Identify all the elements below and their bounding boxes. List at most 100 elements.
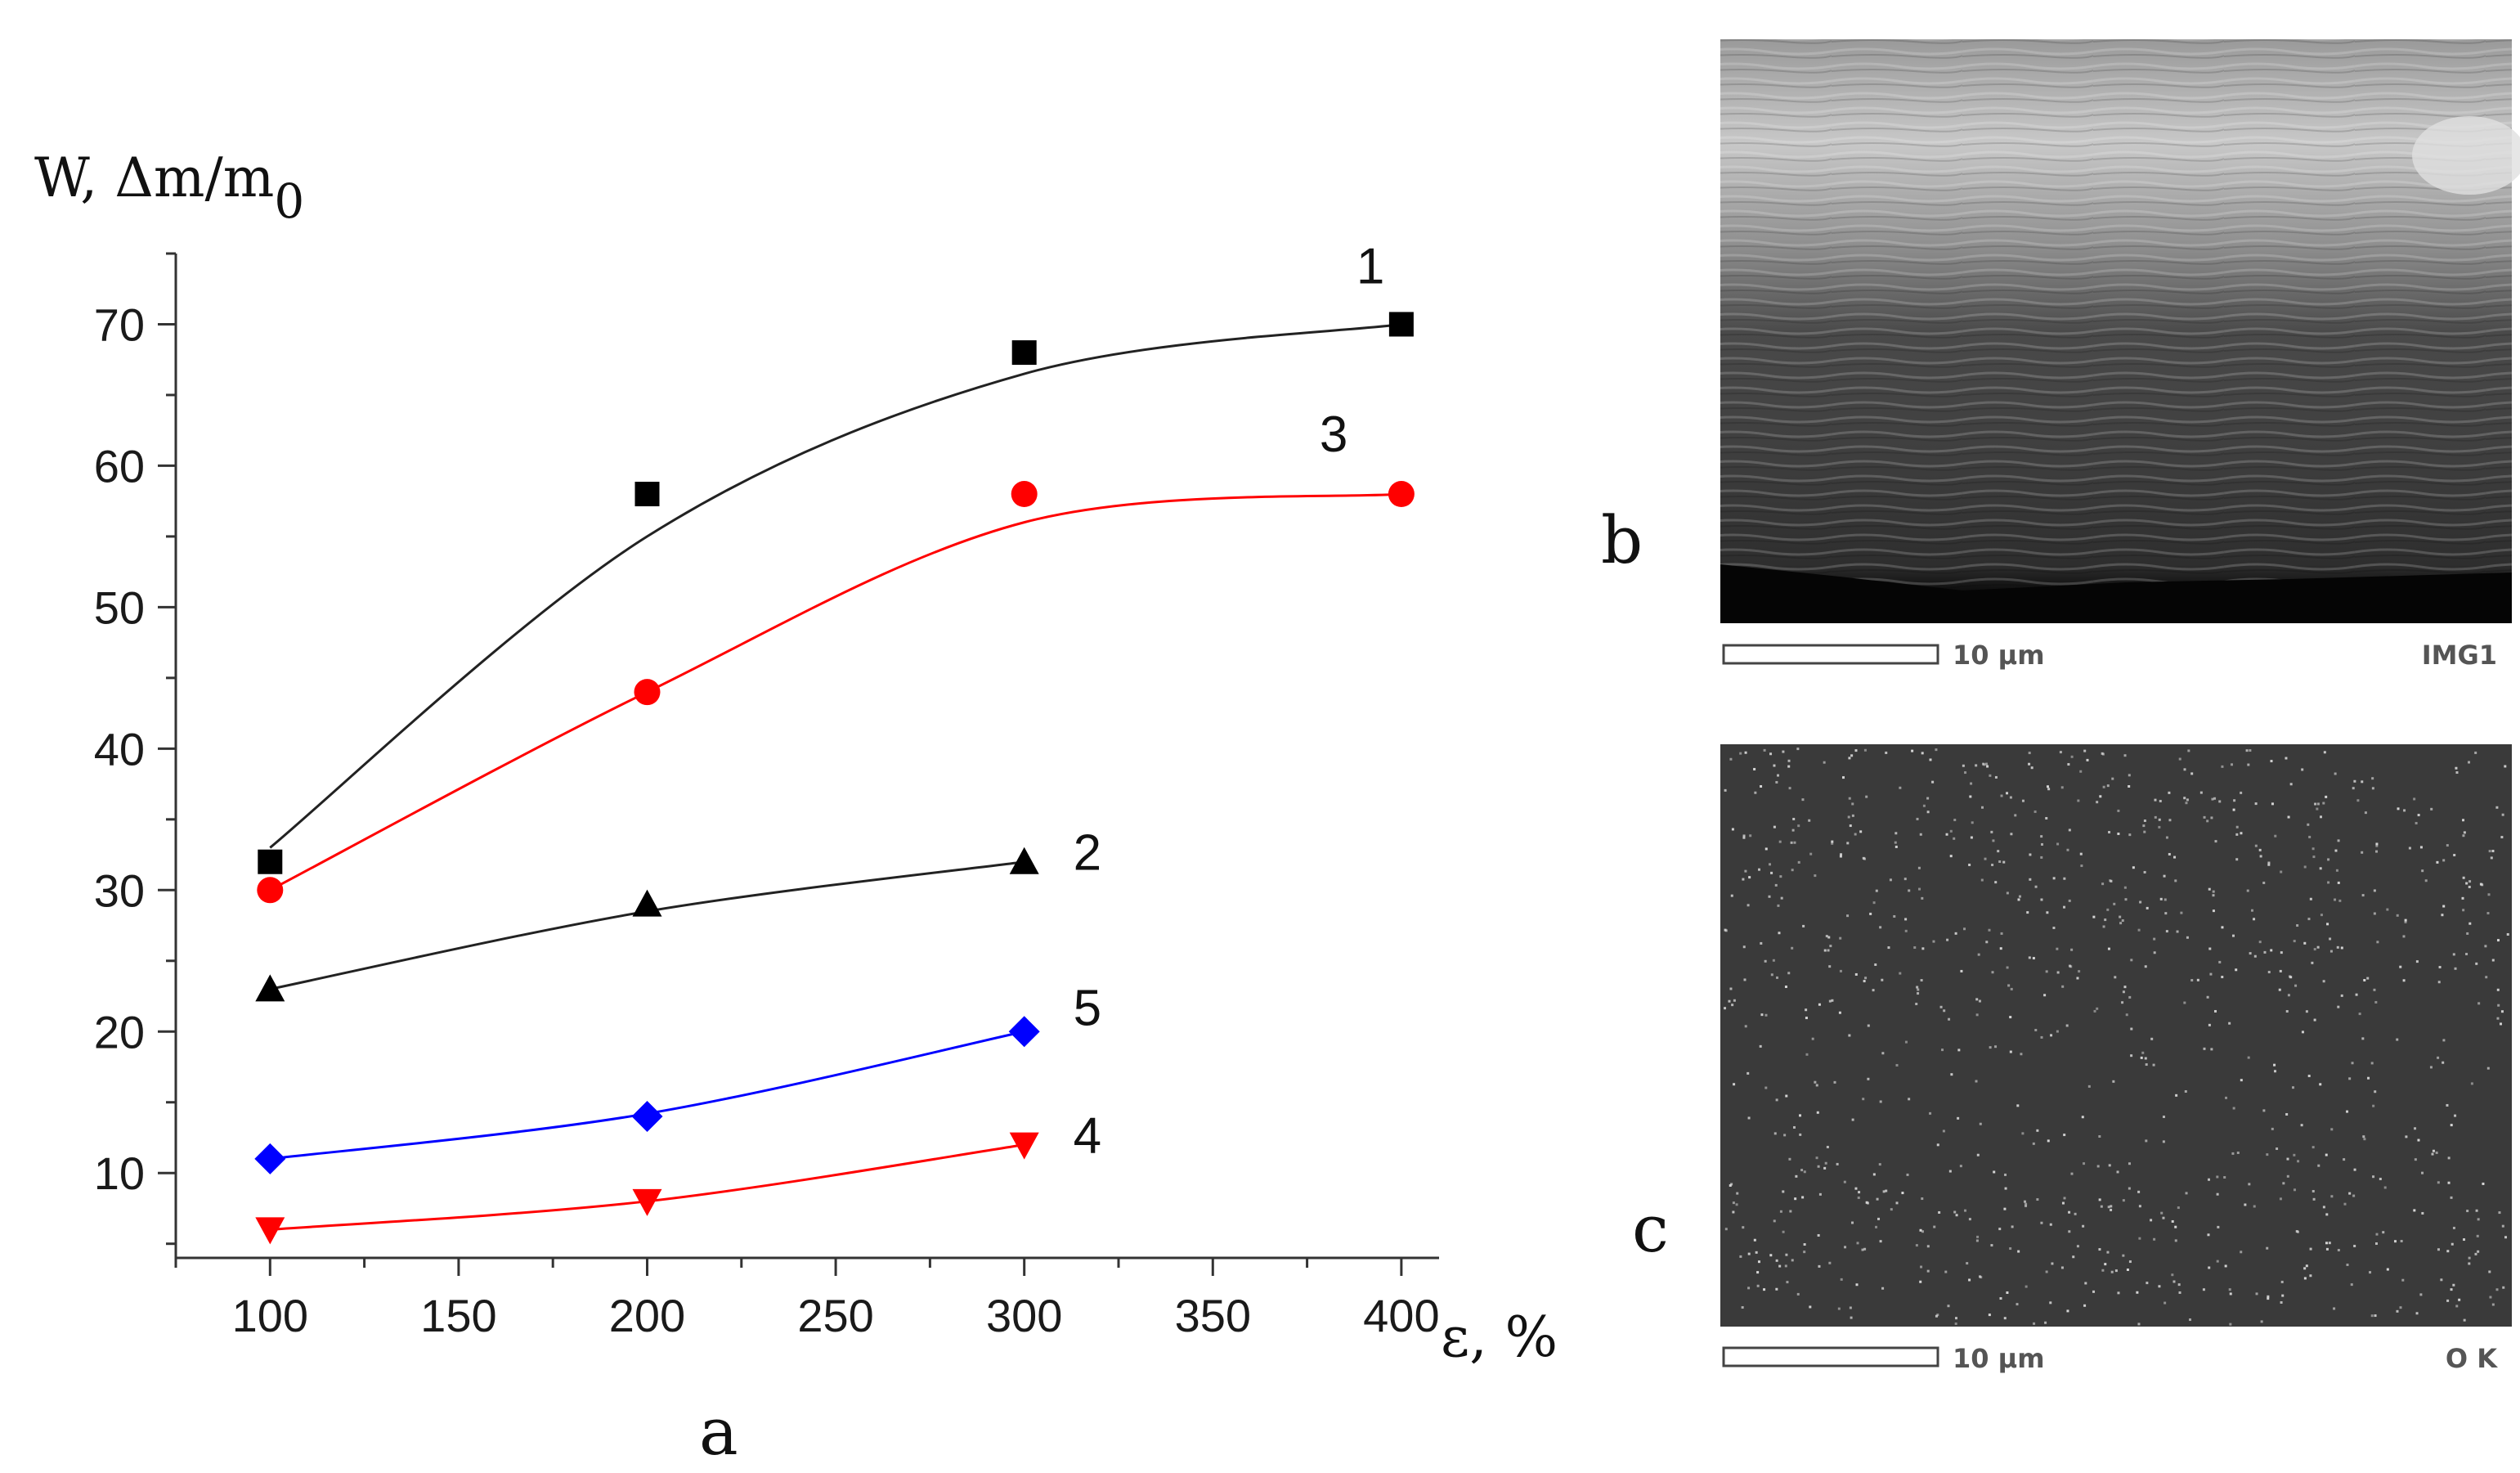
edx-dot [2235,833,2239,836]
edx-dot [2190,772,2194,775]
edx-dot [2240,1251,2243,1254]
edx-dot [2468,1256,2471,1260]
edx-dot [2009,1050,2012,1053]
edx-dot [1950,1073,1953,1076]
edx-dot [1759,1044,1762,1048]
edx-dot [1799,1114,1802,1117]
edx-dot [1754,791,1757,794]
edx-dot [2010,987,2013,990]
edx-dot [1736,1192,1739,1195]
edx-dot [2463,1318,2466,1322]
edx-dot [2099,795,2102,798]
edx-dot [1728,999,1731,1003]
edx-dot [2152,1063,2155,1067]
edx-dot [1763,1288,1766,1291]
edx-dot [2361,894,2365,897]
edx-dot [2325,1247,2329,1251]
edx-dot [2180,911,2183,914]
edx-dot [2296,924,2299,927]
edx-dot [2225,1096,2228,1099]
edx-dot [1856,1242,1859,1245]
edx-dot [1876,1197,1879,1201]
edx-dot [2154,815,2157,819]
edx-dot [2376,941,2379,944]
edx-dot [2165,836,2168,839]
edx-dot [2174,1225,2177,1228]
edx-dot [2500,1010,2504,1013]
edx-dot [2303,1277,2307,1280]
edx-dot [2307,823,2310,826]
edx-dot [1933,1225,1936,1228]
image-tag-b: IMG1 [2422,640,2497,671]
edx-dot [1741,1306,1744,1309]
edx-dot [1878,1163,1881,1166]
scale-bar-b [1722,644,1939,665]
edx-dot [1732,1210,1735,1214]
edx-dot [2352,787,2355,790]
edx-dot [1885,1189,1888,1192]
edx-dot [2468,885,2471,888]
edx-dot [2461,896,2464,900]
edx-dot [2319,867,2322,870]
edx-dot [2233,799,2236,802]
edx-dot [2017,898,2020,901]
edx-dot [1988,928,1991,932]
edx-dot [2186,936,2189,939]
edx-dot [1975,998,1979,1001]
edx-dot [1775,780,1778,784]
edx-dot [1827,949,1830,952]
edx-dot [2063,905,2066,909]
edx-dot [2228,1288,2231,1291]
edx-dot [1854,749,1858,752]
edx-dot [2145,1139,2148,1143]
edx-dot [2026,911,2029,914]
edx-dot [2046,911,2049,914]
edx-dot [1839,855,1842,858]
edx-dot [2258,941,2262,944]
edx-dot [2327,881,2330,884]
edx-dot [2468,1262,2471,1265]
edx-dot [1778,1264,1782,1268]
edx-dot [1803,1251,1806,1254]
edx-dot [2322,980,2325,983]
sem-image-b-highlight [2412,116,2520,195]
image-tag-c: O K [2446,1343,2498,1374]
edx-dot [2214,1009,2217,1013]
edx-dot [1828,965,1832,968]
edx-dot [2140,1056,2143,1059]
edx-dot [1855,1283,1859,1287]
edx-dot [2253,954,2257,958]
edx-dot [2229,1292,2232,1296]
edx-dot [2045,1270,2048,1273]
edx-dot [1735,1203,1738,1206]
edx-dot [2126,1268,2129,1271]
edx-dot [1867,1077,1870,1080]
edx-dot [2462,834,2465,838]
edx-dot [1779,875,1782,878]
edx-dot [1805,1008,1808,1012]
edx-dot [2006,891,2009,895]
edx-dot [2266,1153,2269,1156]
edx-dot [2096,1007,2099,1010]
fit-curve-1 [269,322,1402,849]
edx-dot [2491,1303,2495,1306]
edx-dot [1747,1287,1751,1290]
curve-label-5: 5 [1074,980,1101,1036]
edx-dot [2437,981,2441,984]
edx-dot [2153,951,2156,954]
edx-dot [1764,1086,1768,1089]
edx-dot [1842,776,1845,779]
marker-series-3 [634,679,661,706]
edx-dot [1772,959,1775,962]
edx-dot [1809,852,1813,856]
edx-dot [2424,879,2428,882]
edx-dot [2396,1309,2399,1313]
marker-series-2 [632,889,662,917]
edx-dot [1838,1011,1841,1014]
edx-dot [2356,799,2360,802]
edx-dot [2447,1156,2450,1160]
marker-series-4 [1009,1132,1039,1160]
edx-dot [1960,969,1963,972]
edx-dot [2374,1090,2377,1094]
edx-dot [2084,1282,2087,1285]
